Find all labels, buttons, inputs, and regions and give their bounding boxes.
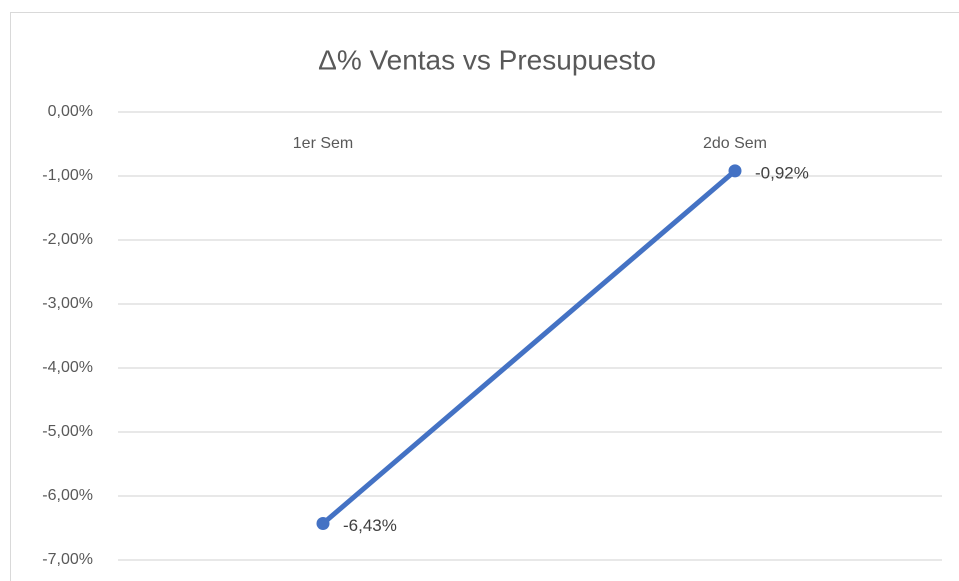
data-label: -6,43% xyxy=(343,516,397,535)
x-tick-label: 1er Sem xyxy=(293,135,353,152)
y-tick-label: -2,00% xyxy=(42,231,93,248)
y-tick-label: -4,00% xyxy=(42,359,93,376)
chart-title: Δ% Ventas vs Presupuesto xyxy=(318,44,656,75)
y-tick-label: -6,00% xyxy=(42,487,93,504)
chart-border xyxy=(10,12,959,581)
y-tick-label: -5,00% xyxy=(42,423,93,440)
line xyxy=(320,168,738,527)
y-tick-label: 0,00% xyxy=(48,103,93,120)
x-tick-label: 2do Sem xyxy=(703,135,767,152)
y-tick-label: -7,00% xyxy=(42,551,93,568)
y-tick-label: -3,00% xyxy=(42,295,93,312)
marker xyxy=(728,164,742,178)
marker xyxy=(316,517,330,531)
y-tick-label: -1,00% xyxy=(42,167,93,184)
data-label: -0,92% xyxy=(755,163,809,182)
